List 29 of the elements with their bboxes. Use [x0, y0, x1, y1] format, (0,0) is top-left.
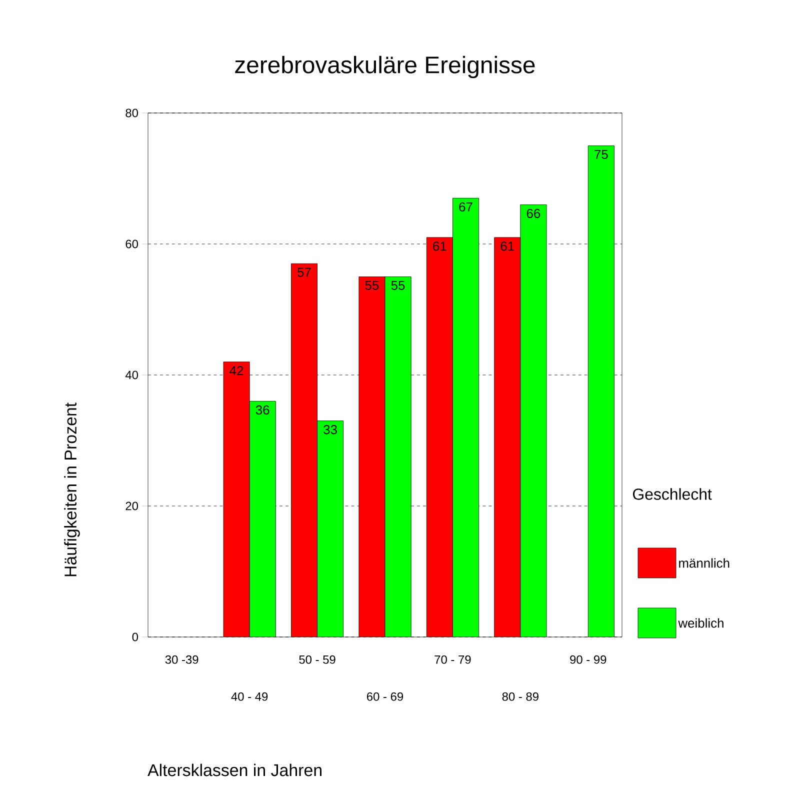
data-label: 36	[256, 405, 270, 415]
data-label: 75	[594, 150, 608, 159]
data-label: 66	[526, 208, 540, 218]
data-label: 61	[433, 242, 446, 251]
y-tick-label: 80	[126, 108, 138, 118]
chart-title: zerebrovaskuläre Ereignisse	[235, 56, 535, 78]
legend-label: weiblich	[678, 618, 724, 628]
data-label: 33	[324, 425, 337, 434]
y-axis-title: Häufigkeiten in Prozent	[64, 402, 80, 576]
data-label: 42	[230, 366, 244, 376]
y-tick-label: 20	[126, 502, 138, 510]
y-tick-label: 60	[126, 240, 138, 248]
x-tick-label: 30 -39	[165, 655, 198, 664]
data-label: 55	[365, 280, 379, 290]
y-tick-label: 40	[125, 370, 138, 380]
x-tick-label: 80 - 89	[502, 692, 538, 701]
x-tick-label: 70 - 79	[434, 655, 471, 664]
legend-title: Geschlecht	[632, 488, 712, 500]
x-tick-label: 40 - 49	[231, 692, 268, 701]
x-tick-label: 50 - 59	[299, 655, 336, 664]
x-tick-label: 90 - 99	[570, 655, 606, 664]
x-axis-title: Altersklassen in Jahren	[148, 764, 322, 776]
data-label: 67	[459, 202, 472, 212]
y-tick-label: 0	[132, 632, 138, 642]
data-label: 57	[298, 268, 311, 277]
x-tick-label: 60 - 69	[367, 692, 404, 701]
data-label: 55	[391, 280, 405, 290]
legend-label: männlich	[679, 558, 730, 568]
data-label: 61	[500, 242, 514, 251]
